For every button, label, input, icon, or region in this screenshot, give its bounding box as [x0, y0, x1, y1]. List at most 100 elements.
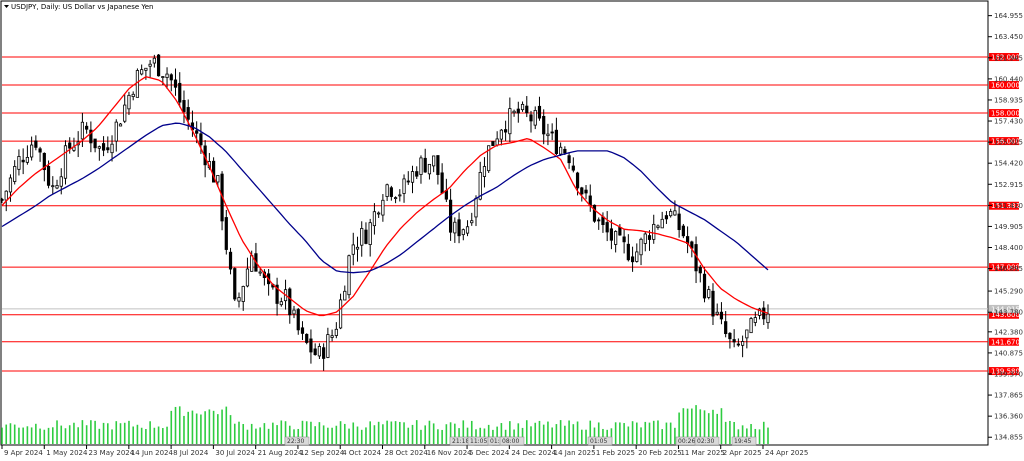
price-axis: 164.955 163.450 161.945 160.440 158.935 157.4…	[988, 12, 1023, 442]
candle	[499, 128, 503, 146]
volume-badge-label: 19:45	[734, 438, 751, 445]
candle	[25, 145, 29, 165]
candle	[17, 149, 21, 176]
candle-body	[444, 190, 448, 200]
level-label-bg	[989, 109, 1019, 118]
time-tick-label: 24 Apr 2025	[765, 449, 808, 457]
candle-body	[385, 184, 389, 197]
candle	[698, 264, 702, 283]
candle-body	[440, 172, 444, 194]
candle-body	[423, 157, 427, 173]
price-tick-label: 151.410	[994, 202, 1023, 210]
candle	[296, 307, 300, 335]
candle	[330, 329, 334, 342]
candle	[559, 142, 563, 156]
candle-body	[313, 348, 317, 356]
candle	[228, 247, 233, 275]
candle-body	[622, 236, 626, 243]
candle	[461, 228, 465, 241]
candle-body	[592, 204, 597, 222]
candle	[639, 237, 643, 266]
candle	[457, 212, 461, 244]
candle-body	[732, 339, 736, 343]
time-tick-label: 28 Oct 2024	[385, 449, 429, 457]
volume-badge-label: 00:26	[678, 438, 695, 445]
candle	[571, 157, 575, 173]
candle-body	[279, 301, 283, 306]
price-tick-label: 161.945	[994, 54, 1023, 62]
candle	[275, 277, 279, 316]
price-tick-label: 164.955	[994, 12, 1023, 20]
candle-body	[351, 244, 355, 255]
candle-body	[470, 220, 474, 224]
candle	[389, 185, 393, 201]
volume-badge-label: 11:05	[470, 438, 487, 445]
candle	[38, 146, 42, 162]
price-tick-label: 157.430	[994, 118, 1023, 126]
candle-body	[762, 307, 766, 320]
candle-body	[546, 133, 550, 137]
time-tick-label: 1 May 2024	[46, 449, 88, 457]
candle-body	[195, 130, 199, 134]
candle-body	[347, 255, 351, 296]
candle-body	[161, 76, 165, 78]
candle	[482, 157, 487, 188]
candle-body	[8, 177, 13, 193]
time-tick-label: 1 Feb 2025	[596, 449, 635, 457]
volume-badge	[731, 436, 757, 446]
candle	[406, 171, 410, 185]
candle-body	[275, 284, 279, 304]
level-label: 139.580	[991, 368, 1020, 376]
candle-body	[478, 172, 482, 200]
candle	[728, 332, 732, 349]
candle-body	[419, 157, 423, 175]
candle-body	[525, 105, 529, 114]
level-label: 141.670	[991, 338, 1020, 346]
candle	[89, 121, 93, 153]
level-label-bg	[989, 263, 1019, 272]
candle-body	[372, 211, 377, 227]
candle	[652, 214, 656, 244]
candle-body	[300, 327, 305, 334]
time-tick-label: 21 Aug 2024	[258, 449, 303, 457]
candle-body	[326, 334, 330, 358]
candle	[347, 254, 351, 299]
candle	[292, 305, 296, 319]
candle-body	[677, 213, 681, 231]
candle-body	[728, 332, 732, 340]
candle	[512, 109, 516, 117]
price-tick-label: 145.290	[994, 288, 1023, 296]
candle-body	[38, 148, 42, 153]
time-tick-label: 2 Apr 2025	[723, 449, 762, 457]
candle-body	[186, 107, 190, 120]
candle	[724, 311, 728, 338]
candle	[364, 222, 368, 245]
candle	[546, 123, 550, 146]
time-tick-label: 24 Dec 2024	[511, 449, 556, 457]
candle-body	[85, 125, 89, 130]
chart-menu-icon[interactable]	[4, 5, 9, 8]
candle	[68, 137, 72, 154]
candle-body	[427, 163, 432, 175]
candle-body	[173, 79, 178, 88]
candle-body	[749, 318, 753, 334]
candle	[381, 194, 385, 222]
candle-body	[639, 238, 643, 256]
candle-body	[550, 131, 554, 134]
candle-body	[182, 100, 186, 112]
candle-body	[114, 121, 118, 142]
candle-body	[542, 115, 546, 135]
candle	[660, 211, 664, 229]
candle	[669, 208, 673, 218]
candle	[334, 322, 338, 339]
candle-body	[537, 105, 542, 119]
candle	[715, 303, 719, 316]
candle-body	[305, 333, 309, 343]
candle-body	[499, 129, 503, 140]
current-price-label: 144.015	[991, 305, 1020, 313]
level-label-bg	[989, 81, 1019, 90]
candle	[30, 136, 34, 161]
fast-ma-line	[1, 75, 769, 317]
candle-body	[140, 69, 144, 75]
